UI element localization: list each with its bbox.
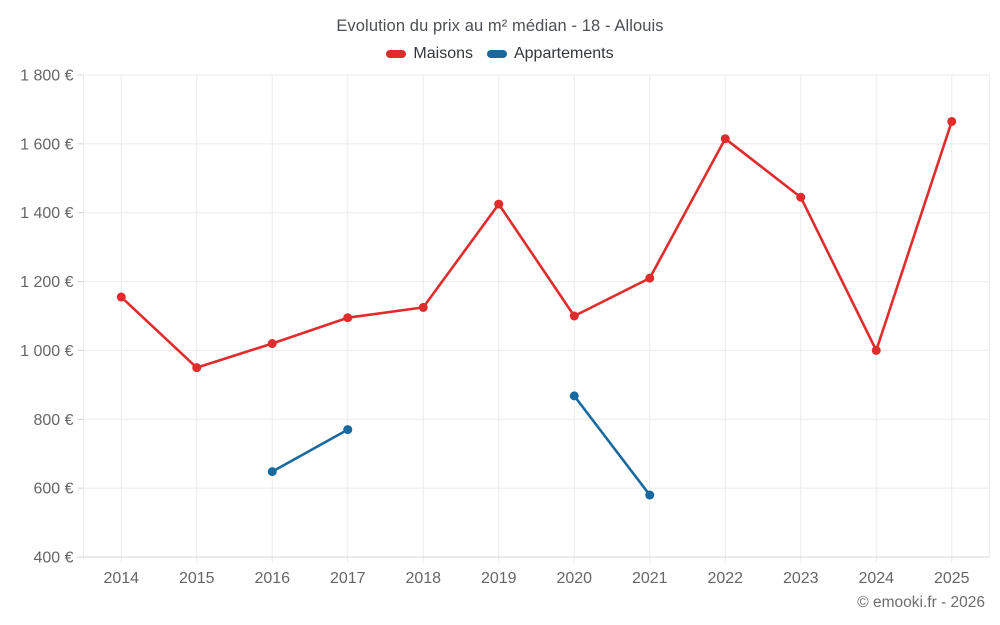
point-maisons-2018[interactable] bbox=[418, 302, 428, 312]
point-maisons-2022[interactable] bbox=[720, 134, 730, 144]
y-tick-label: 1 800 € bbox=[20, 68, 73, 85]
point-maisons-2024[interactable] bbox=[871, 345, 881, 355]
series-line-appartements[interactable] bbox=[270, 394, 652, 497]
point-appartements-2020[interactable] bbox=[569, 391, 579, 401]
legend-item-maisons[interactable]: Maisons bbox=[386, 45, 473, 63]
legend-item-appartements[interactable]: Appartements bbox=[486, 45, 614, 63]
point-appartements-2016[interactable] bbox=[267, 467, 277, 477]
x-tick-label: 2025 bbox=[934, 570, 970, 587]
point-maisons-2023[interactable] bbox=[796, 192, 806, 202]
point-maisons-2017[interactable] bbox=[343, 313, 353, 323]
point-appartements-2021[interactable] bbox=[645, 490, 655, 500]
legend-label: Appartements bbox=[513, 45, 614, 62]
point-maisons-2015[interactable] bbox=[192, 363, 202, 373]
x-tick-label: 2019 bbox=[481, 570, 517, 587]
point-appartements-2017[interactable] bbox=[343, 425, 353, 435]
chart-title: Evolution du prix au m² médian - 18 - Al… bbox=[336, 17, 664, 35]
point-maisons-2019[interactable] bbox=[494, 199, 504, 209]
x-tick-label: 2021 bbox=[632, 570, 668, 587]
x-tick-label: 2022 bbox=[707, 570, 743, 587]
series-line-maisons[interactable] bbox=[119, 120, 954, 369]
legend-swatch-icon bbox=[386, 50, 407, 58]
x-tick-label: 2015 bbox=[179, 570, 215, 587]
point-maisons-2025[interactable] bbox=[947, 116, 957, 126]
x-tick-label: 2023 bbox=[783, 570, 819, 587]
point-maisons-2021[interactable] bbox=[645, 273, 655, 283]
legend-label: Maisons bbox=[413, 45, 473, 62]
point-maisons-2014[interactable] bbox=[116, 292, 126, 302]
legend-swatch-icon bbox=[486, 50, 507, 58]
x-tick-label: 2020 bbox=[556, 570, 592, 587]
point-maisons-2016[interactable] bbox=[267, 339, 277, 349]
y-tick-label: 1 000 € bbox=[20, 343, 73, 360]
y-tick-label: 1 400 € bbox=[20, 205, 73, 222]
y-tick-label: 1 200 € bbox=[20, 274, 73, 291]
chart-legend: Maisons Appartements bbox=[0, 45, 1000, 63]
y-tick-label: 1 600 € bbox=[20, 136, 73, 153]
attribution: © emooki.fr - 2026 bbox=[857, 594, 985, 611]
y-tick-label: 400 € bbox=[33, 550, 73, 567]
x-tick-label: 2016 bbox=[254, 570, 290, 587]
point-maisons-2020[interactable] bbox=[569, 311, 579, 321]
x-tick-label: 2014 bbox=[103, 570, 139, 587]
x-tick-label: 2024 bbox=[858, 570, 894, 587]
y-tick-label: 600 € bbox=[33, 481, 73, 498]
x-tick-label: 2018 bbox=[405, 570, 441, 587]
y-tick-label: 800 € bbox=[33, 412, 73, 429]
x-tick-label: 2017 bbox=[330, 570, 366, 587]
